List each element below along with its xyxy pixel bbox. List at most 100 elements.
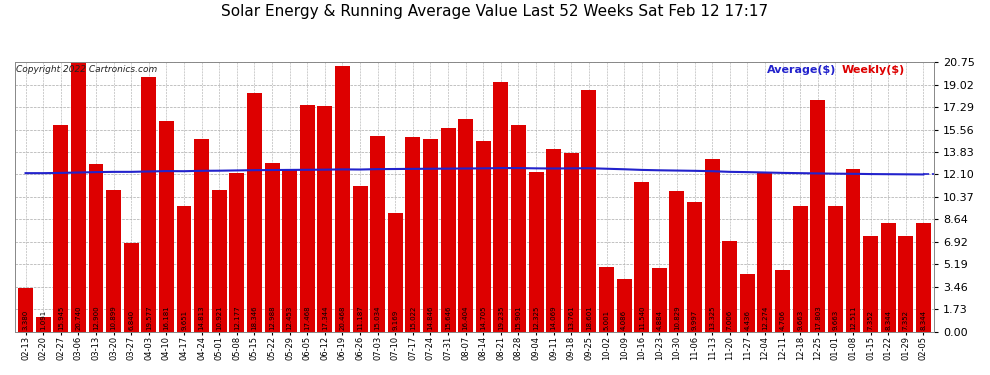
Text: Solar Energy & Running Average Value Last 52 Weeks Sat Feb 12 17:17: Solar Energy & Running Average Value Las… (222, 4, 768, 19)
Text: 14.846: 14.846 (428, 306, 434, 330)
Bar (828, 206, 842, 332)
Text: 10.921: 10.921 (216, 305, 222, 330)
Text: 15.945: 15.945 (57, 306, 63, 330)
Text: 4.884: 4.884 (656, 310, 662, 330)
Bar (124, 243, 139, 332)
Bar (423, 139, 438, 332)
Text: 20.740: 20.740 (75, 306, 81, 330)
Text: 12.325: 12.325 (533, 306, 540, 330)
Text: 7.352: 7.352 (903, 310, 909, 330)
Text: 7.006: 7.006 (727, 310, 733, 330)
Text: 15.022: 15.022 (410, 306, 416, 330)
Bar (740, 274, 754, 332)
Bar (230, 174, 245, 332)
Bar (282, 170, 297, 332)
Bar (705, 159, 720, 332)
Text: 19.235: 19.235 (498, 306, 504, 330)
Bar (370, 136, 385, 332)
Bar (493, 82, 509, 332)
Text: 12.453: 12.453 (287, 306, 293, 330)
Text: Copyright 2022 Cartronics.com: Copyright 2022 Cartronics.com (16, 65, 157, 74)
Bar (106, 190, 121, 332)
Text: 5.001: 5.001 (604, 310, 610, 330)
Text: 9.997: 9.997 (692, 310, 698, 330)
Text: 14.813: 14.813 (199, 305, 205, 330)
Bar (53, 124, 68, 332)
Bar (757, 172, 772, 332)
Bar (564, 153, 579, 332)
Bar (617, 279, 632, 332)
Text: 17.344: 17.344 (322, 306, 328, 330)
Text: 13.325: 13.325 (709, 306, 715, 330)
Text: 16.181: 16.181 (163, 305, 169, 330)
Bar (529, 171, 544, 332)
Bar (194, 139, 209, 332)
Text: 12.274: 12.274 (762, 306, 768, 330)
Bar (159, 122, 174, 332)
Text: 17.803: 17.803 (815, 305, 821, 330)
Bar (635, 182, 649, 332)
Text: 12.988: 12.988 (269, 305, 275, 330)
Bar (388, 213, 403, 332)
Text: 15.901: 15.901 (516, 305, 522, 330)
Text: 1.091: 1.091 (41, 310, 47, 330)
Text: 17.468: 17.468 (304, 305, 310, 330)
Bar (142, 77, 156, 332)
Bar (458, 118, 473, 332)
Text: 9.663: 9.663 (833, 310, 839, 330)
Bar (18, 288, 33, 332)
Bar (651, 268, 667, 332)
Bar (669, 191, 684, 332)
Bar (599, 267, 614, 332)
Bar (810, 100, 826, 332)
Text: 15.034: 15.034 (374, 306, 381, 330)
Bar (581, 90, 596, 332)
Text: 12.177: 12.177 (234, 305, 240, 330)
Text: 10.829: 10.829 (674, 305, 680, 330)
Text: 4.086: 4.086 (621, 310, 627, 330)
Bar (898, 236, 914, 332)
Bar (247, 93, 262, 332)
Bar (863, 236, 878, 332)
Text: 3.380: 3.380 (23, 310, 29, 330)
Text: Weekly($): Weekly($) (842, 65, 905, 75)
Text: 8.344: 8.344 (921, 310, 927, 330)
Bar (176, 206, 191, 332)
Bar (476, 141, 491, 332)
Text: 11.540: 11.540 (639, 306, 644, 330)
Bar (335, 66, 349, 332)
Bar (775, 270, 790, 332)
Bar (300, 105, 315, 332)
Bar (687, 202, 702, 332)
Text: 13.761: 13.761 (568, 305, 574, 330)
Text: 15.646: 15.646 (446, 306, 451, 330)
Bar (36, 317, 50, 332)
Text: 16.404: 16.404 (462, 306, 468, 330)
Text: 9.169: 9.169 (392, 310, 398, 330)
Bar (511, 125, 526, 332)
Text: 14.069: 14.069 (550, 305, 556, 330)
Text: 12.900: 12.900 (93, 305, 99, 330)
Text: 9.663: 9.663 (797, 310, 803, 330)
Bar (441, 128, 455, 332)
Text: 11.187: 11.187 (357, 305, 363, 330)
Bar (405, 136, 421, 332)
Bar (881, 223, 896, 332)
Text: 8.344: 8.344 (885, 310, 891, 330)
Bar (845, 169, 860, 332)
Text: Average($): Average($) (766, 65, 837, 75)
Text: 10.899: 10.899 (111, 305, 117, 330)
Bar (318, 106, 333, 332)
Bar (71, 62, 86, 332)
Text: 20.468: 20.468 (340, 306, 346, 330)
Text: 7.352: 7.352 (867, 310, 873, 330)
Bar (546, 149, 561, 332)
Bar (916, 223, 931, 332)
Bar (352, 186, 367, 332)
Bar (723, 241, 738, 332)
Text: 18.601: 18.601 (586, 305, 592, 330)
Text: 9.651: 9.651 (181, 310, 187, 330)
Text: 4.706: 4.706 (779, 310, 786, 330)
Bar (212, 190, 227, 332)
Text: 4.436: 4.436 (744, 310, 750, 330)
